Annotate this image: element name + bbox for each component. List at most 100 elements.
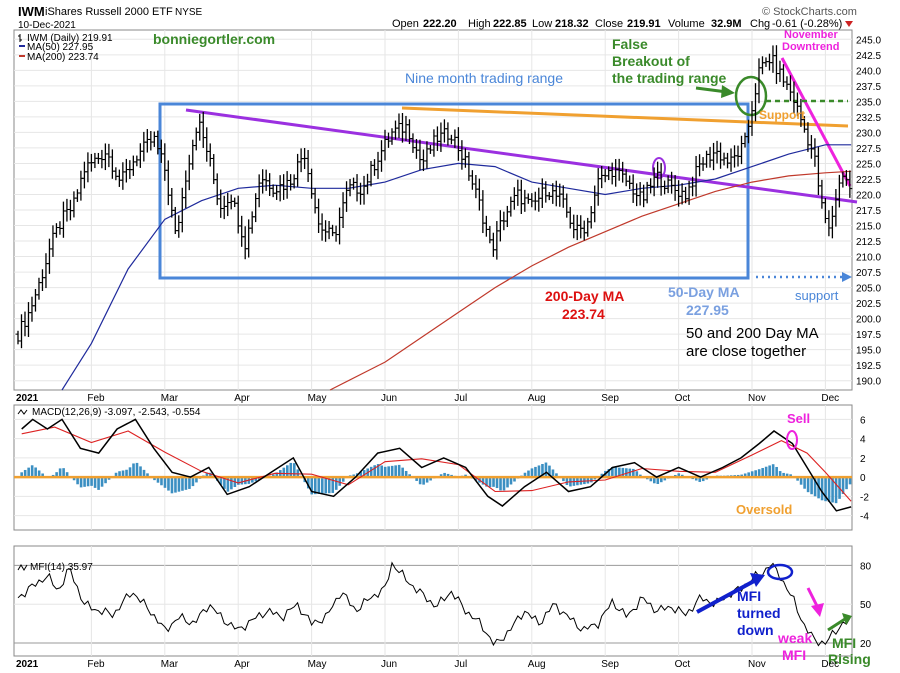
price-bar bbox=[141, 131, 147, 162]
macd-histogram-bar bbox=[768, 465, 771, 478]
price-bar bbox=[466, 151, 472, 181]
price-bar bbox=[169, 187, 175, 218]
price-bar bbox=[221, 195, 227, 220]
mfi-y-tick-label: 80 bbox=[860, 561, 872, 572]
price-bar bbox=[648, 178, 654, 194]
price-bar bbox=[60, 201, 66, 238]
macd-histogram-bar bbox=[226, 477, 230, 492]
macd-histogram-bar bbox=[286, 465, 289, 478]
macd-histogram-bar bbox=[694, 477, 698, 481]
macd-histogram-bar bbox=[611, 467, 614, 478]
price-bar bbox=[403, 115, 409, 141]
price-bar bbox=[424, 141, 430, 169]
macd-histogram-bar bbox=[394, 465, 397, 478]
month-tick-label: Dec bbox=[821, 393, 839, 404]
macd-histogram-bar bbox=[446, 473, 450, 478]
price-bar bbox=[529, 193, 535, 208]
price-bar bbox=[228, 194, 234, 210]
price-bar bbox=[836, 174, 842, 208]
macd-histogram-bar bbox=[534, 466, 537, 478]
price-bar bbox=[662, 180, 668, 195]
price-bar bbox=[368, 160, 374, 187]
price-bar bbox=[137, 143, 143, 168]
downtrend-purple-line bbox=[185, 108, 858, 204]
macd-histogram-bar bbox=[79, 477, 83, 488]
macd-histogram-bar bbox=[376, 464, 380, 478]
low-label: Low bbox=[532, 18, 552, 30]
price-bar bbox=[434, 126, 440, 151]
weak-mfi-line1: weak bbox=[777, 630, 812, 646]
price-bar bbox=[480, 190, 486, 234]
macd-histogram-bar bbox=[499, 477, 502, 491]
mfi-green-arrow-line bbox=[827, 617, 846, 632]
macd-histogram-bar bbox=[541, 463, 544, 478]
price-bar bbox=[176, 215, 182, 238]
price-bar bbox=[780, 64, 786, 87]
price-bar bbox=[344, 181, 350, 212]
price-bar bbox=[319, 213, 325, 241]
mfi-rising-line2: Rising bbox=[828, 651, 871, 667]
macd-histogram-bar bbox=[485, 477, 488, 487]
macd-histogram-bar bbox=[782, 472, 785, 478]
macd-histogram-bar bbox=[209, 472, 212, 478]
macd-histogram-bar bbox=[481, 477, 485, 485]
mfi-blue-arrow-line bbox=[696, 578, 757, 614]
price-bar bbox=[564, 193, 570, 218]
price-bar bbox=[665, 175, 671, 194]
ma50-layer bbox=[61, 144, 852, 391]
macd-histogram-bar bbox=[537, 465, 541, 478]
price-y-tick-label: 212.5 bbox=[856, 237, 881, 248]
price-bar bbox=[392, 120, 398, 140]
macd-histogram-bar bbox=[607, 468, 611, 478]
macd-histogram-bar bbox=[205, 472, 209, 478]
macd-histogram-bar bbox=[810, 477, 813, 495]
price-bar bbox=[25, 302, 31, 337]
price-bar bbox=[225, 192, 231, 217]
mfi-panel bbox=[13, 545, 853, 657]
copyright: © StockCharts.com bbox=[762, 6, 857, 18]
macd-histogram-bar bbox=[41, 473, 44, 478]
month-tick-label: 2021 bbox=[16, 659, 39, 670]
ma50-value: 227.95 bbox=[686, 302, 729, 318]
macd-histogram-bar bbox=[341, 477, 345, 482]
macd-histogram-bar bbox=[621, 467, 625, 478]
macd-histogram-bar bbox=[761, 467, 764, 478]
macd-histogram-bar bbox=[107, 477, 111, 480]
macd-histogram-bar bbox=[184, 477, 188, 490]
macd-histogram-bar bbox=[418, 477, 422, 485]
macd-histogram-bar bbox=[34, 467, 37, 478]
macd-histogram-bar bbox=[383, 466, 387, 478]
macd-histogram-bar bbox=[590, 477, 593, 483]
close-together-line1: 50 and 200 Day MA bbox=[686, 325, 819, 342]
ma50-label: 50-Day MA bbox=[668, 284, 740, 300]
price-bar bbox=[697, 154, 703, 177]
volume-label: Volume bbox=[668, 18, 705, 30]
price-bar bbox=[78, 170, 84, 201]
price-bar bbox=[162, 143, 168, 181]
price-y-tick-label: 225.0 bbox=[856, 159, 881, 170]
macd-histogram-bar bbox=[848, 477, 852, 485]
price-bar bbox=[620, 161, 626, 183]
price-bar bbox=[81, 161, 87, 189]
macd-histogram-bar bbox=[677, 473, 681, 478]
price-bar bbox=[267, 173, 273, 196]
macd-histogram-bar bbox=[223, 477, 226, 489]
price-bar bbox=[183, 170, 189, 209]
price-bar bbox=[417, 139, 423, 171]
price-y-tick-label: 222.5 bbox=[856, 175, 881, 186]
macd-histogram-bar bbox=[170, 477, 174, 494]
macd-histogram-bar bbox=[83, 477, 86, 487]
macd-y-tick-label: 4 bbox=[860, 435, 866, 446]
macd-histogram-bar bbox=[114, 472, 118, 478]
macd-histogram-bar bbox=[230, 477, 233, 490]
month-tick-label: Dec bbox=[821, 659, 839, 670]
macd-histogram-bar bbox=[401, 467, 404, 478]
macd-histogram-bar bbox=[93, 477, 97, 488]
macd-histogram-bar bbox=[586, 477, 590, 484]
macd-y-tick-label: 0 bbox=[860, 473, 866, 484]
breakout-circle bbox=[734, 75, 768, 117]
close-together-line2: are close together bbox=[686, 343, 806, 360]
price-bar bbox=[679, 183, 685, 205]
open-label: Open bbox=[392, 18, 419, 30]
price-y-tick-label: 192.5 bbox=[856, 361, 881, 372]
